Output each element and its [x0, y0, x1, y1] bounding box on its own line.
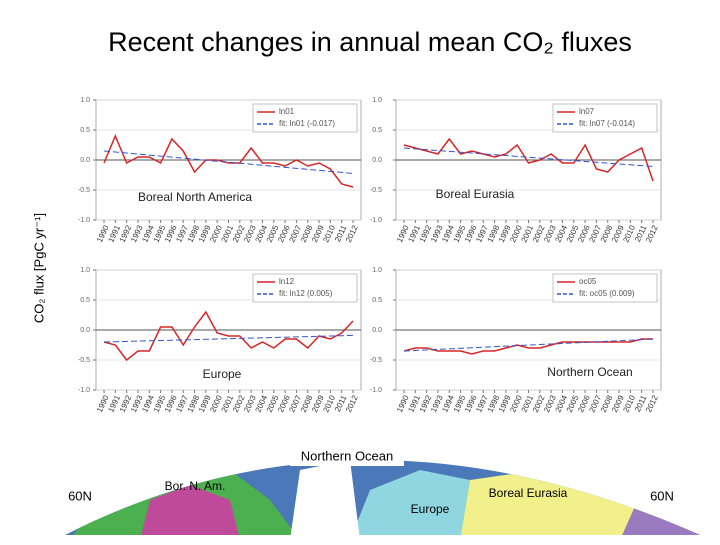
series-line — [403, 338, 653, 355]
legend-label: fit: ln12 (0.005) — [279, 289, 333, 298]
y-tick-label: 0.5 — [372, 297, 382, 304]
y-tick-label: 1.0 — [372, 97, 382, 104]
y-tick-label: -0.5 — [370, 187, 382, 194]
series-line — [103, 310, 354, 362]
y-tick-label: 0.0 — [372, 327, 382, 334]
y-tick-label: 0.0 — [80, 157, 90, 164]
legend-label: fit: ln01 (-0.017) — [279, 119, 335, 128]
line-chart: -1.0-0.50.00.51.019901991199219931994199… — [78, 97, 362, 244]
map — [65, 448, 700, 535]
line-chart: -1.0-0.50.00.51.019901991199219931994199… — [370, 97, 662, 244]
region-label: Europe — [203, 367, 242, 381]
y-tick-label: 0.5 — [80, 297, 90, 304]
legend-label: oc05 — [579, 277, 597, 286]
series-line — [103, 134, 354, 188]
legend-label: ln01 — [279, 107, 295, 116]
map-label: Northern Ocean — [301, 448, 394, 463]
map-label: Europe — [411, 502, 450, 516]
legend-label: fit: ln07 (-0.014) — [579, 119, 635, 128]
map-label: Boreal Eurasia — [489, 486, 568, 500]
legend-box — [252, 273, 358, 303]
legend-label: ln07 — [579, 107, 595, 116]
line-chart: -1.0-0.50.00.51.019901991199219931994199… — [78, 267, 362, 414]
y-tick-label: 0.0 — [80, 327, 90, 334]
y-tick-label: -0.5 — [78, 187, 90, 194]
map-europe — [350, 470, 470, 535]
y-tick-label: -1.0 — [78, 387, 90, 394]
slide-title: Recent changes in annual mean CO₂ fluxes — [108, 27, 632, 57]
y-tick-label: -1.0 — [370, 217, 382, 224]
x-tick-label: 2012 — [644, 393, 660, 413]
region-label: Northern Ocean — [547, 365, 632, 379]
legend-label: fit: oc05 (0.009) — [579, 289, 635, 298]
map-label-bg — [290, 448, 404, 466]
y-tick-label: 1.0 — [80, 267, 90, 274]
region-label: Boreal Eurasia — [436, 187, 515, 201]
series-line — [403, 147, 654, 167]
y-tick-label: -0.5 — [78, 357, 90, 364]
map-label: Bor. N. Am. — [165, 479, 226, 493]
legend-box — [552, 103, 658, 133]
map-greenland — [290, 460, 360, 535]
x-tick-label: 2012 — [344, 393, 360, 413]
y-tick-label: 1.0 — [80, 97, 90, 104]
line-chart: -1.0-0.50.00.51.019901991199219931994199… — [370, 267, 662, 414]
region-label: Boreal North America — [138, 190, 252, 204]
y-tick-label: -1.0 — [370, 387, 382, 394]
series-line — [403, 137, 654, 182]
map-region — [140, 485, 240, 535]
legend-label: ln12 — [279, 277, 295, 286]
map-label: 60N — [650, 488, 674, 503]
y-tick-label: 1.0 — [372, 267, 382, 274]
y-tick-label: -0.5 — [370, 357, 382, 364]
y-tick-label: 0.5 — [80, 127, 90, 134]
legend-box — [252, 103, 358, 133]
series-line — [403, 338, 654, 352]
map-boreal-eurasia — [460, 470, 650, 535]
y-axis-label: CO₂ flux [PgC yr⁻¹] — [31, 213, 46, 323]
x-tick-label: 2012 — [344, 223, 360, 243]
y-tick-label: -1.0 — [78, 217, 90, 224]
y-tick-label: 0.5 — [372, 127, 382, 134]
x-tick-label: 2012 — [644, 223, 660, 243]
legend-box — [552, 273, 658, 303]
series-line — [103, 334, 354, 343]
series-line — [103, 150, 354, 174]
map-label: 60N — [68, 488, 92, 503]
y-tick-label: 0.0 — [372, 157, 382, 164]
